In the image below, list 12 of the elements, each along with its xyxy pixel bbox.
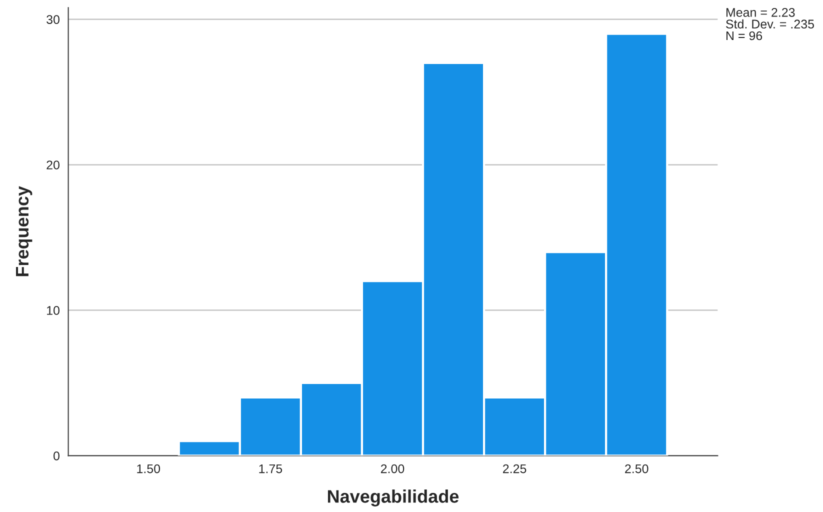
text: Mean = 2.23 Std. Dev. = .235 N = 96 xyxy=(726,8,814,40)
x-axis-title: Navegabilidade xyxy=(328,490,459,506)
x-tick-label: 2.50 xyxy=(625,464,648,474)
x-tick-label: 1.50 xyxy=(137,464,160,474)
y-tick-label: 20 xyxy=(46,160,60,170)
x-tick-label: 2.00 xyxy=(380,464,404,474)
y-tick-label: 0 xyxy=(54,451,60,460)
y-tick-label: 30 xyxy=(46,15,60,24)
x-tick-label: 1.75 xyxy=(259,464,282,474)
y-axis-title: Frequency xyxy=(16,186,32,276)
y-tick-label: 10 xyxy=(47,306,60,315)
x-tick-label: 2.25 xyxy=(503,464,526,474)
